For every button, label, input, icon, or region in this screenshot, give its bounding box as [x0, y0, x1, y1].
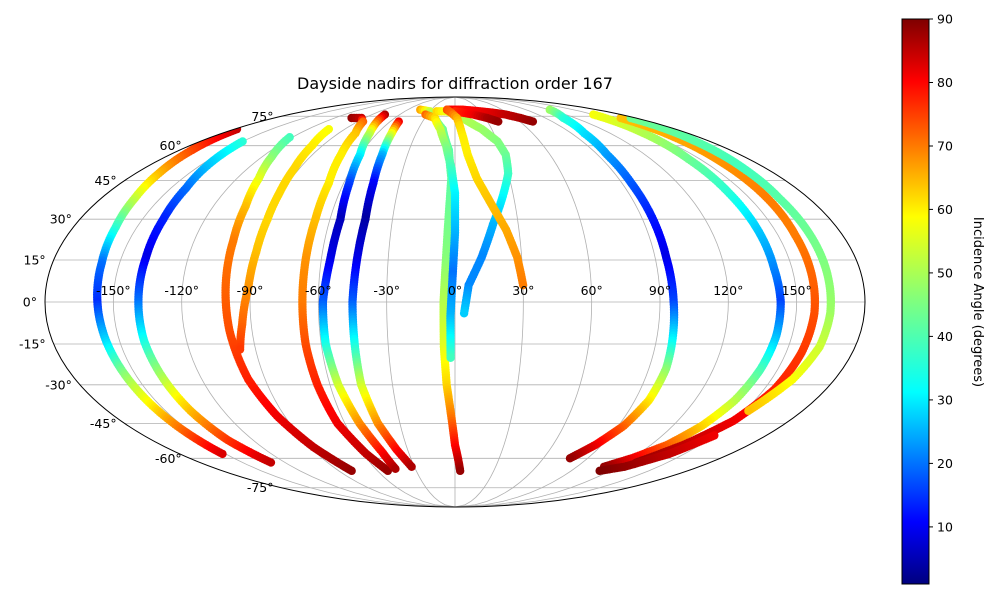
colorbar-gradient [901, 18, 930, 585]
latitude-tick-label: -30° [45, 377, 72, 392]
colorbar-tick-label: 50 [937, 265, 953, 280]
longitude-tick-label: 90° [649, 283, 671, 298]
data-point [446, 353, 455, 362]
colorbar-label: Incidence Angle (degrees) [970, 217, 985, 387]
latitude-tick-label: -45° [90, 416, 117, 431]
latitude-tick-label: 60° [160, 138, 182, 153]
longitude-tick-label: 150° [782, 283, 812, 298]
data-point [218, 449, 227, 459]
latitude-tick-label: 0° [23, 295, 37, 310]
longitude-tick-label: -60° [305, 283, 332, 298]
data-point [266, 458, 276, 467]
colorbar-tick-label: 80 [937, 75, 953, 90]
longitude-tick-label: -90° [237, 283, 264, 298]
longitude-tick-label: 60° [581, 283, 603, 298]
longitude-tick-label: -150° [96, 283, 131, 298]
data-point [744, 406, 753, 416]
data-point [347, 466, 356, 476]
colorbar-tick-label: 30 [937, 392, 953, 407]
longitude-tick-label: -120° [164, 283, 199, 298]
colorbar-tick-label: 70 [937, 139, 953, 154]
latitude-tick-label: -15° [19, 337, 46, 352]
longitude-tick-label: -30° [373, 283, 400, 298]
longitude-tick-label: 30° [512, 283, 534, 298]
latitude-tick-label: 30° [50, 212, 72, 227]
longitude-gridline [454, 96, 593, 508]
data-point [407, 462, 416, 471]
data-point [565, 454, 575, 463]
colorbar-tick-label: 60 [937, 202, 953, 217]
colorbar-tick-label: 10 [937, 519, 953, 534]
latitude-tick-label: 15° [24, 253, 46, 268]
colorbar-tick-label: 90 [937, 12, 953, 27]
data-point [459, 309, 469, 318]
colorbar-ticks: 10 20 30 40 50 60 70 80 90 [929, 12, 953, 534]
data-point [391, 464, 400, 474]
data-point [383, 466, 393, 476]
data-point [455, 466, 465, 476]
longitude-gridline [454, 96, 661, 508]
scatter-points [92, 105, 836, 476]
latitude-tick-label: 45° [94, 173, 116, 188]
longitude-tick-label: 120° [713, 283, 743, 298]
latitude-tick-label: -60° [155, 451, 182, 466]
longitude-tick-label: 0° [448, 283, 462, 298]
data-point [595, 466, 604, 476]
colorbar-tick-label: 40 [937, 329, 953, 344]
latitude-tick-label: -75° [247, 480, 274, 495]
data-point [235, 345, 245, 354]
data-point [494, 117, 503, 126]
chart-title: Dayside nadirs for diffraction order 167 [297, 74, 613, 93]
data-point [528, 117, 538, 126]
longitude-gridline [454, 96, 798, 508]
colorbar: 10 20 30 40 50 60 70 80 90 Incidence Angle (degr… [901, 12, 985, 585]
data-point [518, 280, 528, 290]
colorbar-tick-label: 20 [937, 456, 953, 471]
longitude-gridline [249, 96, 456, 508]
latitude-tick-label: 75° [251, 109, 273, 124]
longitude-gridline [386, 96, 456, 508]
